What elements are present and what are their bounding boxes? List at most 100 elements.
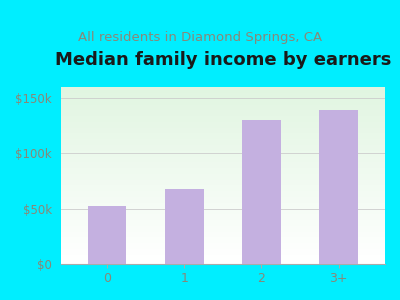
- Bar: [61, 175, 385, 176]
- Bar: [61, 153, 385, 154]
- Bar: [61, 160, 385, 161]
- Bar: [61, 112, 385, 113]
- Bar: [61, 239, 385, 240]
- Bar: [61, 174, 385, 175]
- Bar: [61, 137, 385, 138]
- Bar: [61, 131, 385, 132]
- Bar: [61, 158, 385, 159]
- Bar: [61, 155, 385, 156]
- Bar: [61, 89, 385, 90]
- Bar: [61, 154, 385, 155]
- Bar: [242, 120, 281, 264]
- Bar: [61, 135, 385, 136]
- Bar: [61, 105, 385, 106]
- Bar: [61, 256, 385, 257]
- Bar: [61, 104, 385, 105]
- Bar: [61, 148, 385, 149]
- Bar: [61, 164, 385, 165]
- Bar: [61, 101, 385, 102]
- Bar: [61, 146, 385, 147]
- Bar: [61, 117, 385, 118]
- Bar: [61, 123, 385, 124]
- Bar: [61, 95, 385, 96]
- Bar: [61, 242, 385, 243]
- Bar: [61, 225, 385, 226]
- Bar: [61, 126, 385, 127]
- Bar: [61, 241, 385, 242]
- Bar: [61, 100, 385, 101]
- Bar: [61, 211, 385, 212]
- Bar: [61, 116, 385, 117]
- Bar: [61, 215, 385, 216]
- Bar: [61, 99, 385, 100]
- Bar: [61, 165, 385, 166]
- Bar: [61, 235, 385, 236]
- Bar: [61, 186, 385, 187]
- Bar: [61, 160, 385, 161]
- Bar: [61, 139, 385, 140]
- Bar: [61, 120, 385, 121]
- Bar: [61, 258, 385, 259]
- Bar: [61, 157, 385, 158]
- Bar: [61, 238, 385, 239]
- Bar: [61, 199, 385, 200]
- Bar: [61, 136, 385, 137]
- Bar: [61, 244, 385, 245]
- Bar: [61, 143, 385, 144]
- Bar: [61, 181, 385, 182]
- Bar: [61, 173, 385, 174]
- Bar: [61, 176, 385, 177]
- Bar: [61, 130, 385, 131]
- Bar: [61, 144, 385, 145]
- Bar: [61, 94, 385, 95]
- Bar: [61, 151, 385, 152]
- Bar: [61, 209, 385, 210]
- Bar: [61, 110, 385, 111]
- Bar: [61, 182, 385, 183]
- Bar: [61, 208, 385, 209]
- Bar: [61, 213, 385, 214]
- Bar: [61, 220, 385, 221]
- Bar: [61, 100, 385, 101]
- Bar: [61, 187, 385, 188]
- Bar: [61, 184, 385, 185]
- Bar: [61, 189, 385, 190]
- Bar: [61, 133, 385, 134]
- Bar: [61, 163, 385, 164]
- Bar: [61, 170, 385, 171]
- Bar: [61, 247, 385, 248]
- Bar: [61, 251, 385, 252]
- Bar: [61, 212, 385, 213]
- Bar: [61, 190, 385, 191]
- Bar: [61, 134, 385, 135]
- Bar: [61, 180, 385, 181]
- Bar: [61, 217, 385, 218]
- Bar: [61, 147, 385, 148]
- Bar: [61, 115, 385, 116]
- Bar: [61, 252, 385, 253]
- Bar: [61, 248, 385, 249]
- Bar: [61, 121, 385, 122]
- Bar: [61, 236, 385, 237]
- Bar: [61, 202, 385, 203]
- Bar: [61, 204, 385, 205]
- Bar: [61, 156, 385, 157]
- Bar: [61, 201, 385, 202]
- Bar: [61, 124, 385, 125]
- Bar: [61, 237, 385, 238]
- Bar: [61, 197, 385, 198]
- Bar: [61, 103, 385, 104]
- Bar: [61, 210, 385, 211]
- Bar: [61, 234, 385, 235]
- Bar: [61, 255, 385, 256]
- Bar: [61, 253, 385, 254]
- Bar: [61, 141, 385, 142]
- Bar: [61, 125, 385, 126]
- Bar: [61, 194, 385, 195]
- Bar: [61, 226, 385, 227]
- Bar: [61, 231, 385, 232]
- Bar: [61, 200, 385, 201]
- Bar: [61, 159, 385, 160]
- Bar: [61, 233, 385, 234]
- Bar: [61, 207, 385, 208]
